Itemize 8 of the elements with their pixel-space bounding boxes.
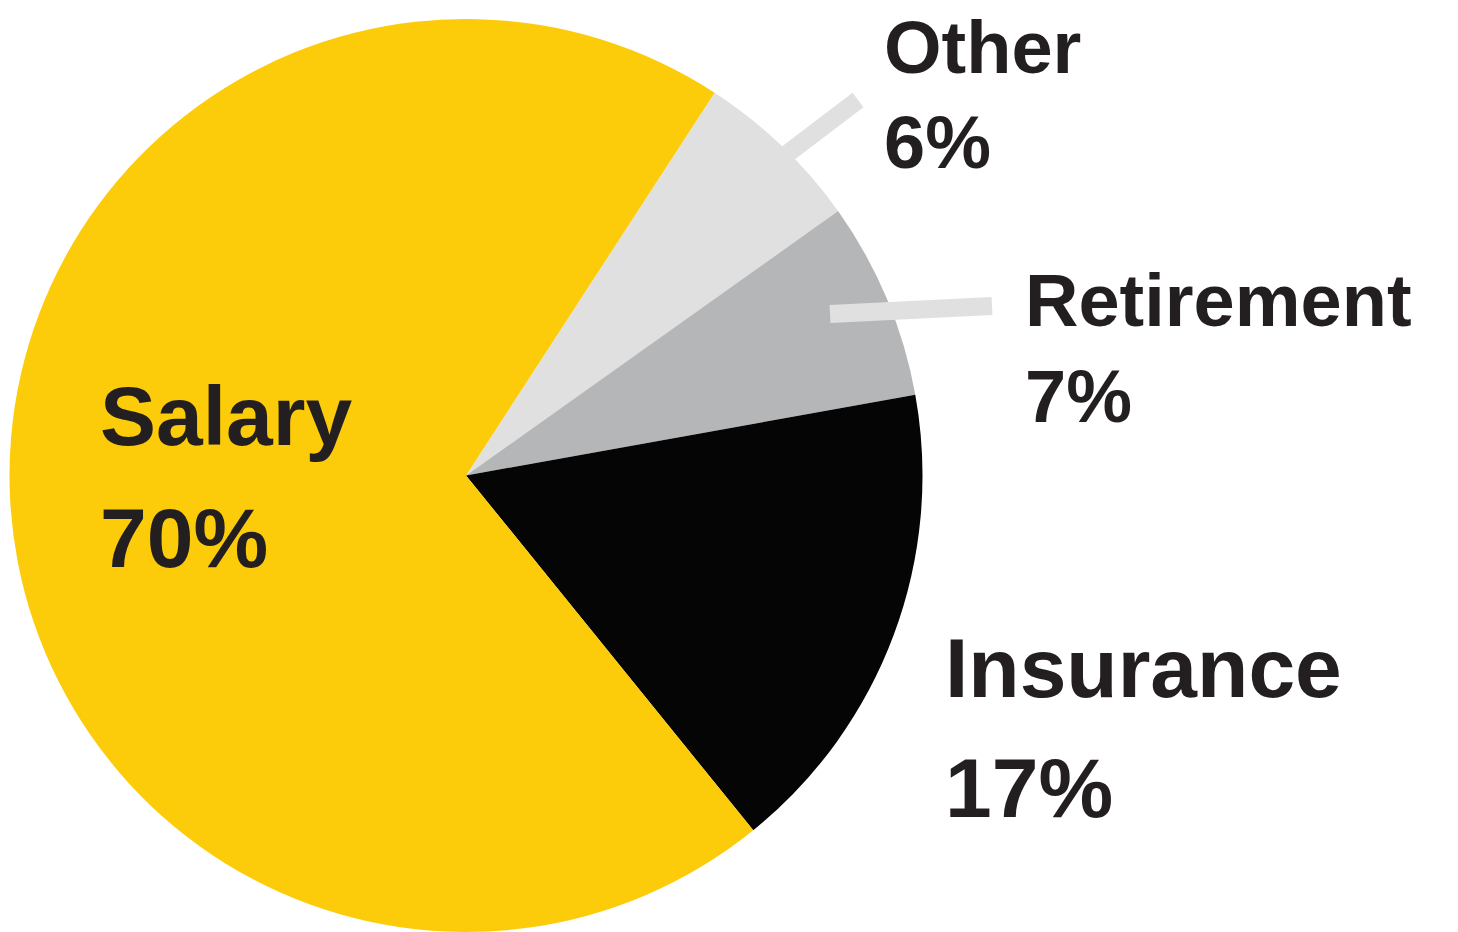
slice-label: Other	[884, 6, 1082, 89]
data-label: 7%	[1025, 355, 1132, 438]
data-label: 17%	[945, 741, 1114, 835]
slice-label: Retirement	[1025, 259, 1412, 342]
slice-label: Salary	[100, 369, 353, 463]
data-label: 6%	[884, 101, 991, 184]
slice-label: Insurance	[945, 621, 1342, 715]
data-label: 70%	[100, 491, 269, 585]
